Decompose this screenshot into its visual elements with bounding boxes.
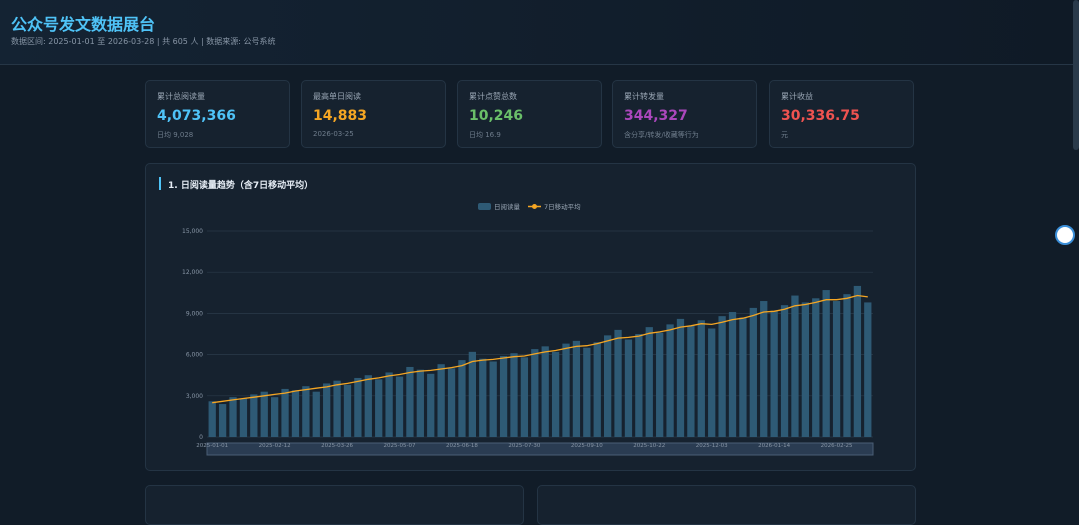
float-button[interactable]: [1055, 225, 1075, 245]
stat-card: 最高单日阅读 14,883 2026-03-25: [301, 80, 446, 148]
card-label: 累计总阅读量: [157, 92, 205, 101]
panel: [145, 485, 524, 525]
card-label: 累计点赞总数: [469, 92, 517, 101]
card-value: 344,327: [624, 108, 688, 124]
stat-card: 累计转发量 344,327 含分享/转发/收藏等行为: [612, 80, 757, 148]
card-value: 10,246: [469, 108, 524, 124]
card-label: 累计转发量: [624, 92, 664, 101]
card-label: 累计收益: [781, 92, 813, 101]
card-value: 30,336.75: [781, 108, 860, 124]
stat-card: 累计点赞总数 10,246 日均 16.9: [457, 80, 602, 148]
card-note: 日均 9,028: [157, 131, 194, 139]
header: 公众号发文数据展台 数据区间: 2025-01-01 至 2026-03-28 …: [0, 0, 1079, 65]
panel: [537, 485, 916, 525]
card-note: 含分享/转发/收藏等行为: [624, 131, 699, 139]
stat-card: 累计总阅读量 4,073,366 日均 9,028: [145, 80, 290, 148]
card-label: 最高单日阅读: [313, 92, 361, 101]
page-title: 公众号发文数据展台: [11, 15, 156, 34]
card-value: 14,883: [313, 108, 368, 124]
chart-panel: [145, 163, 916, 471]
card-note: 日均 16.9: [469, 131, 501, 139]
card-note: 元: [781, 131, 788, 139]
stat-card: 累计收益 30,336.75 元: [769, 80, 914, 148]
subtitle: 数据区间: 2025-01-01 至 2026-03-28 | 共 605 人 …: [11, 37, 276, 46]
scrollbar[interactable]: [1073, 0, 1079, 150]
card-value: 4,073,366: [157, 108, 236, 124]
card-note: 2026-03-25: [313, 130, 354, 138]
